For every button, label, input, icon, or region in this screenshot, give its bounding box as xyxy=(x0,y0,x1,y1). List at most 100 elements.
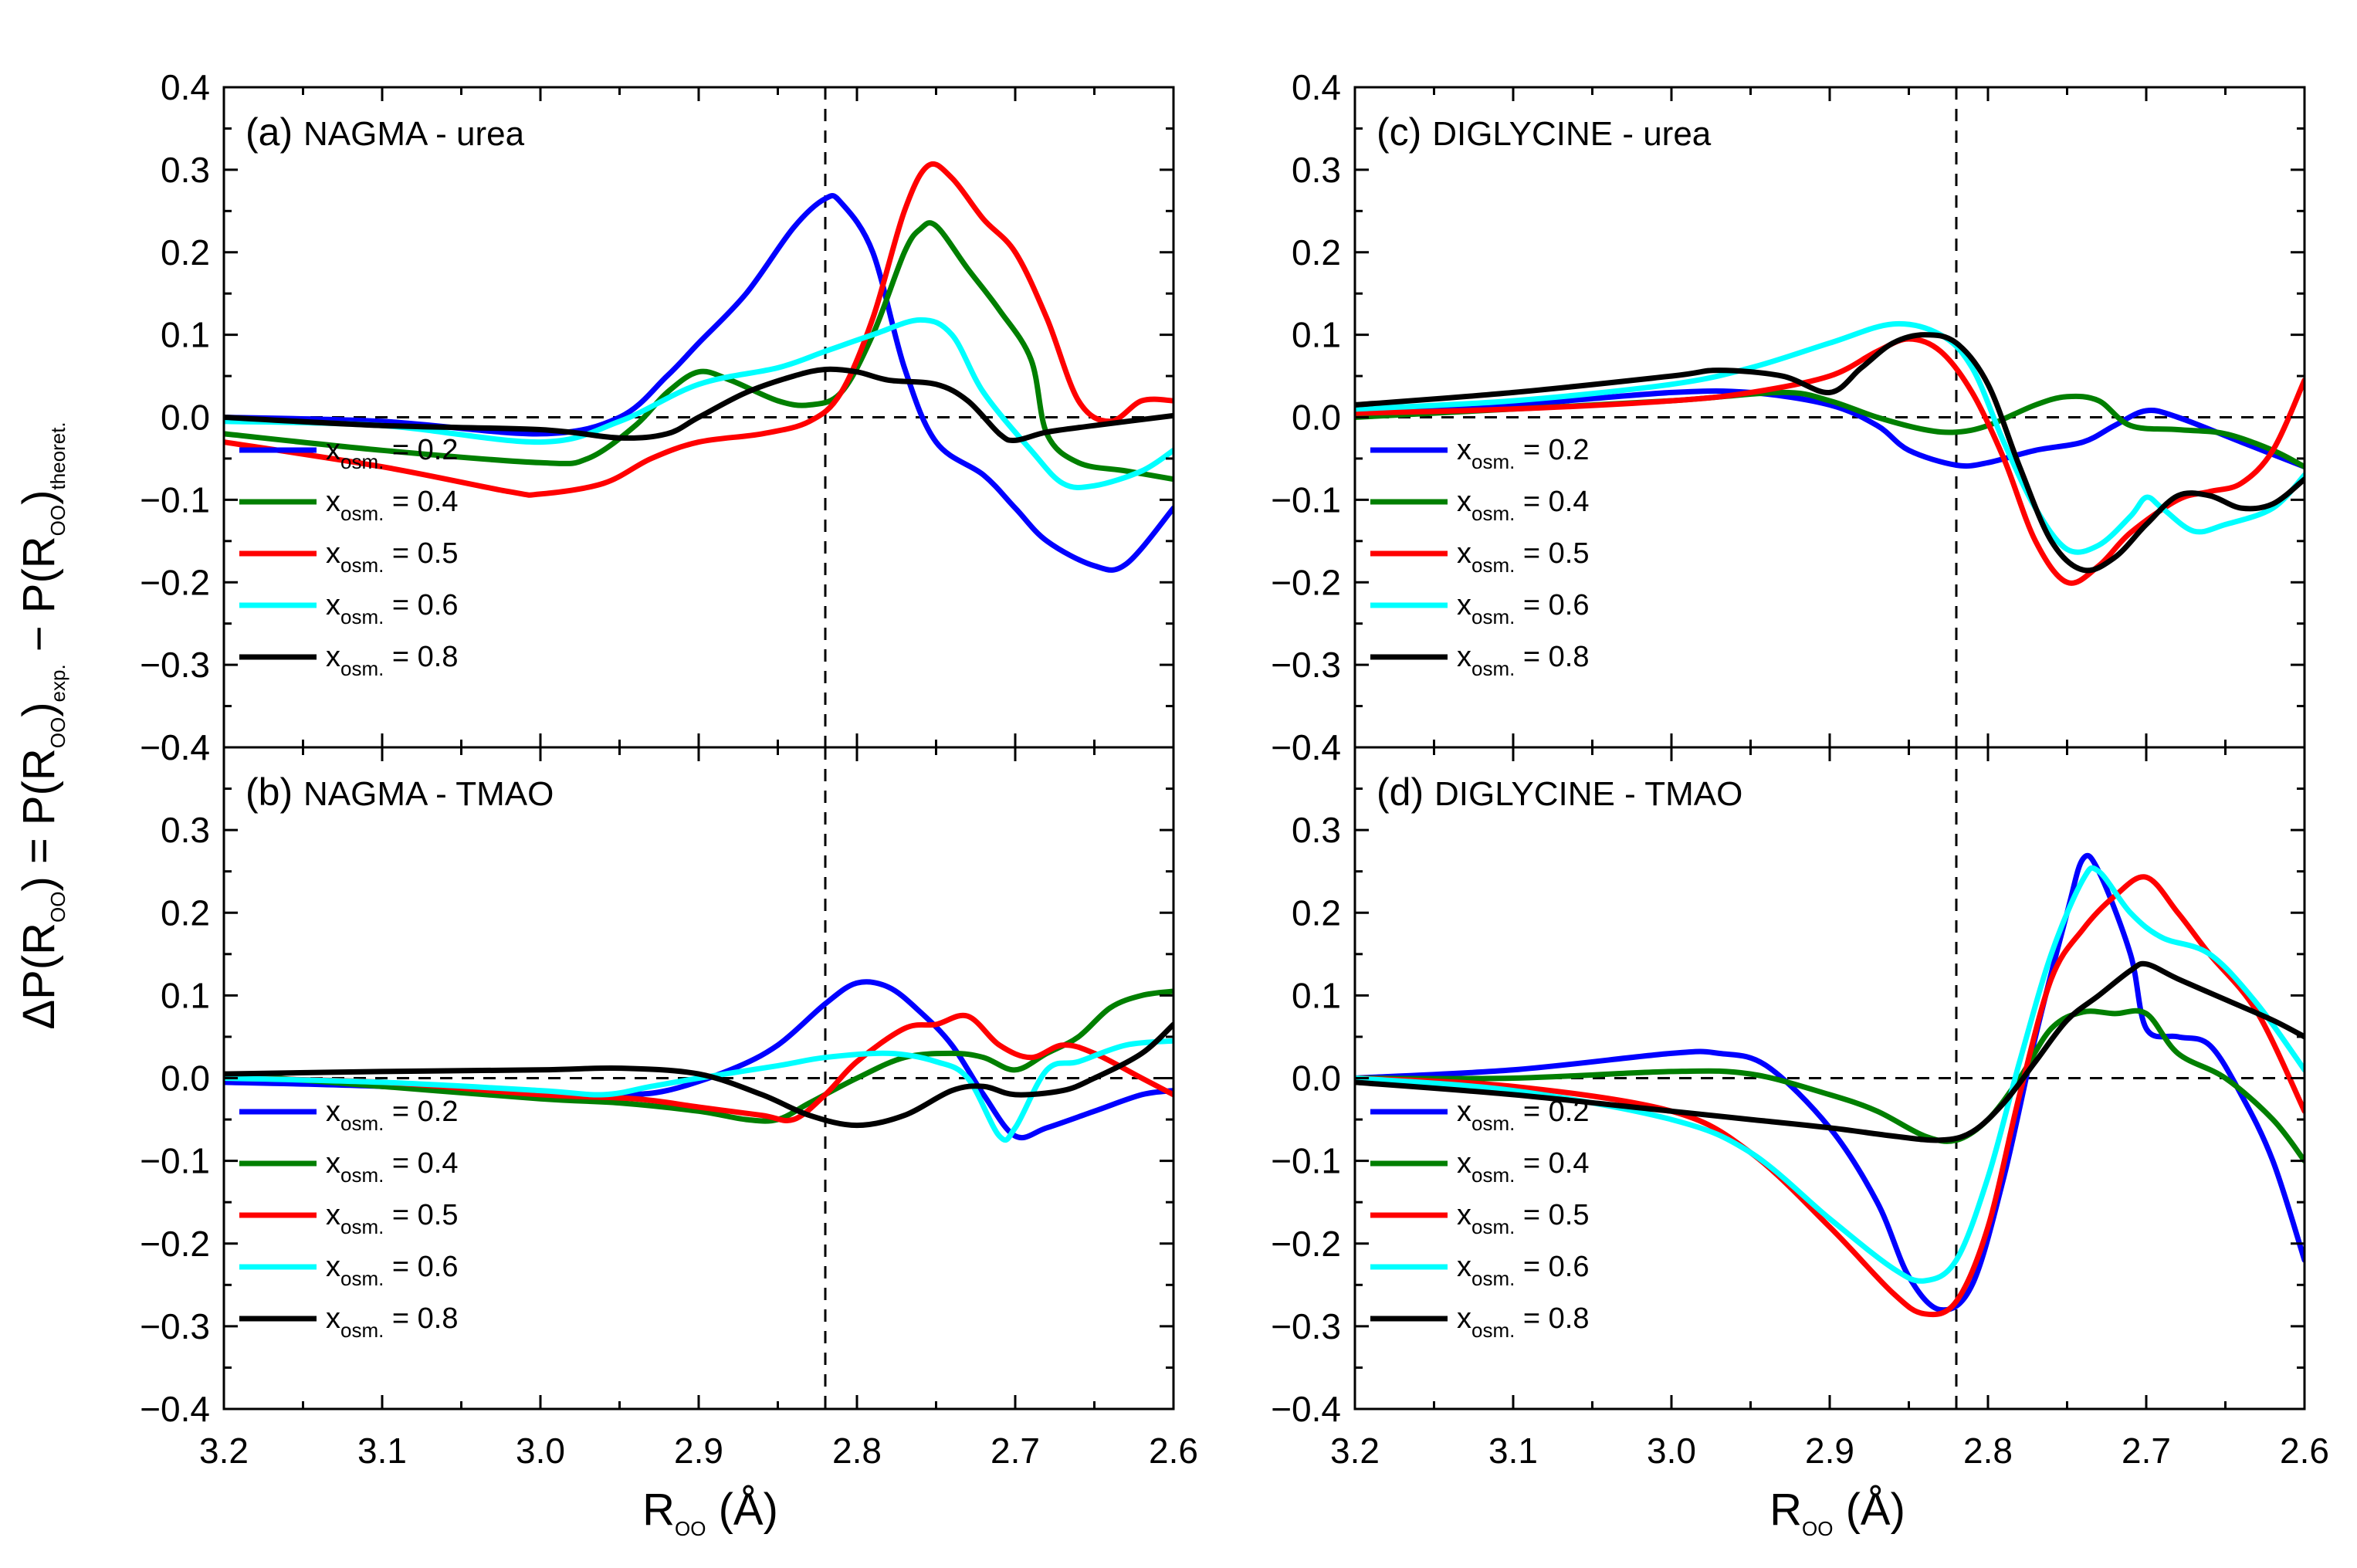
y-tick-label: 0.1 xyxy=(161,975,210,1015)
legend-label: xosm. = 0.5 xyxy=(326,1199,458,1238)
y-tick-label: −0.4 xyxy=(1271,727,1341,767)
x-axis-title-left: ROO (Å) xyxy=(642,1485,778,1540)
legend-label: xosm. = 0.6 xyxy=(326,1251,458,1290)
y-tick-label: 0.3 xyxy=(1292,150,1341,190)
x-tick-label: 2.8 xyxy=(1963,1431,2013,1471)
series-line xyxy=(224,161,1173,498)
legend: xosm. = 0.2 xosm. = 0.4 xosm. = 0.5 xosm. =… xyxy=(239,434,458,680)
y-tick-label: −0.4 xyxy=(140,727,210,767)
y-tick-label: 0.0 xyxy=(161,1058,210,1099)
x-tick-label: 2.9 xyxy=(674,1431,723,1471)
panel-title: (a) NAGMA - urea xyxy=(246,110,525,154)
legend-label: xosm. = 0.2 xyxy=(326,1096,458,1135)
y-tick-label: −0.3 xyxy=(1271,645,1341,685)
panel-d: −0.4 −0.3 −0.2 −0.1 0.0 0.1 0.2 0.3 0.4 3.2 3.1 3.0… xyxy=(1271,727,2329,1471)
y-tick-label: 0.0 xyxy=(1292,398,1341,438)
y-tick-label: 0.2 xyxy=(1292,892,1341,933)
panel-a: −0.4 −0.3 −0.2 −0.1 0.0 0.1 0.2 0.3 0.4 (a) NAGMA… xyxy=(140,67,1175,767)
x-tick-label: 3.1 xyxy=(1488,1431,1538,1471)
y-tick-label: 0.0 xyxy=(1292,1058,1341,1099)
y-tick-label: −0.4 xyxy=(140,1389,210,1429)
x-tick-label: 3.0 xyxy=(1647,1431,1696,1471)
y-axis-title-text: ΔP(ROO) = P(ROO)exp. − P(ROO)theoret. xyxy=(14,422,69,1029)
series-line xyxy=(224,1021,1173,1129)
legend-label: xosm. = 0.4 xyxy=(326,1147,458,1187)
legend-label: xosm. = 0.5 xyxy=(1457,1199,1589,1238)
panel-title: (c) DIGLYCINE - urea xyxy=(1377,110,1712,154)
legend-label: xosm. = 0.8 xyxy=(1457,641,1589,680)
panel-title: (b) NAGMA - TMAO xyxy=(246,770,554,814)
x-tick-label: 3.2 xyxy=(199,1431,249,1471)
y-tick-label: 0.4 xyxy=(1292,67,1341,107)
x-tick-label: 2.6 xyxy=(2280,1431,2329,1471)
x-tick-label: 3.1 xyxy=(357,1431,407,1471)
legend-label: xosm. = 0.6 xyxy=(1457,1251,1589,1290)
y-tick-label: −0.1 xyxy=(140,1141,210,1181)
series-lines xyxy=(224,161,1173,573)
panel-b: −0.4 −0.3 −0.2 −0.1 0.0 0.1 0.2 0.3 0.4 3.2 3.1 3.0… xyxy=(140,727,1198,1471)
legend-label: xosm. = 0.8 xyxy=(326,1302,458,1342)
legend-label: xosm. = 0.4 xyxy=(1457,486,1589,525)
y-tick-label: −0.1 xyxy=(1271,479,1341,520)
y-tick-label: −0.3 xyxy=(140,645,210,685)
y-tick-label: −0.1 xyxy=(140,479,210,520)
legend-label: xosm. = 0.2 xyxy=(1457,434,1589,473)
y-tick-label: −0.3 xyxy=(1271,1306,1341,1346)
y-tick-label: −0.2 xyxy=(140,1224,210,1264)
series-line xyxy=(224,317,1173,490)
x-tick-label: 2.9 xyxy=(1805,1431,1854,1471)
x-axis-title-right: ROO (Å) xyxy=(1769,1485,1905,1540)
chart-panels: −0.4 −0.3 −0.2 −0.1 0.0 0.1 0.2 0.3 0.4 (a) NAGMA… xyxy=(140,67,2329,1471)
y-tick-label: 0.0 xyxy=(161,398,210,438)
y-tick-label: 0.3 xyxy=(161,810,210,850)
series-line xyxy=(224,366,1173,443)
y-tick-label: 0.4 xyxy=(161,727,210,767)
legend-label: xosm. = 0.6 xyxy=(326,589,458,628)
series-lines xyxy=(1355,852,2305,1318)
x-tick-label: 3.2 xyxy=(1330,1431,1380,1471)
series-line xyxy=(1355,865,2305,1284)
y-tick-label: −0.2 xyxy=(1271,562,1341,602)
series-lines xyxy=(224,979,1173,1143)
series-line xyxy=(1355,320,2305,555)
y-tick-label: −0.3 xyxy=(140,1306,210,1346)
y-tick-label: 0.2 xyxy=(1292,232,1341,273)
series-line xyxy=(224,988,1173,1124)
legend-label: xosm. = 0.6 xyxy=(1457,589,1589,628)
x-tick-label: 2.6 xyxy=(1149,1431,1198,1471)
x-tick-label: 2.7 xyxy=(991,1431,1040,1471)
legend-label: xosm. = 0.8 xyxy=(326,641,458,680)
legend-label: xosm. = 0.4 xyxy=(1457,1147,1589,1187)
y-tick-label: 0.1 xyxy=(1292,315,1341,355)
y-tick-label: 0.3 xyxy=(161,150,210,190)
x-axis-title-left-text: ROO (Å) xyxy=(642,1485,778,1540)
series-line xyxy=(1355,388,2305,470)
legend: xosm. = 0.2 xosm. = 0.4 xosm. = 0.5 xosm. =… xyxy=(1370,1096,1589,1342)
legend: xosm. = 0.2 xosm. = 0.4 xosm. = 0.5 xosm. =… xyxy=(1370,434,1589,680)
legend-label: xosm. = 0.4 xyxy=(326,486,458,525)
y-axis-title: ΔP(ROO) = P(ROO)exp. − P(ROO)theoret. xyxy=(14,422,69,1029)
y-tick-label: −0.2 xyxy=(140,562,210,602)
series-line xyxy=(224,1038,1173,1143)
y-tick-label: −0.4 xyxy=(1271,1389,1341,1429)
y-tick-label: 0.2 xyxy=(161,232,210,273)
y-tick-label: −0.2 xyxy=(1271,1224,1341,1264)
series-line xyxy=(224,1012,1173,1123)
y-tick-label: 0.1 xyxy=(1292,975,1341,1015)
y-tick-label: 0.1 xyxy=(161,315,210,355)
x-tick-label: 2.8 xyxy=(832,1431,882,1471)
series-line xyxy=(224,193,1173,573)
legend-label: xosm. = 0.5 xyxy=(326,537,458,577)
series-line xyxy=(1355,852,2305,1313)
series-line xyxy=(1355,960,2305,1143)
y-tick-label: −0.1 xyxy=(1271,1141,1341,1181)
panel-title: (d) DIGLYCINE - TMAO xyxy=(1377,770,1742,814)
x-axis-title-right-text: ROO (Å) xyxy=(1769,1485,1905,1540)
y-tick-label: 0.2 xyxy=(161,892,210,933)
x-tick-label: 2.7 xyxy=(2122,1431,2171,1471)
series-lines xyxy=(1355,320,2305,586)
y-tick-label: 0.4 xyxy=(161,67,210,107)
y-tick-label: 0.4 xyxy=(1292,727,1341,767)
x-tick-label: 3.0 xyxy=(516,1431,565,1471)
